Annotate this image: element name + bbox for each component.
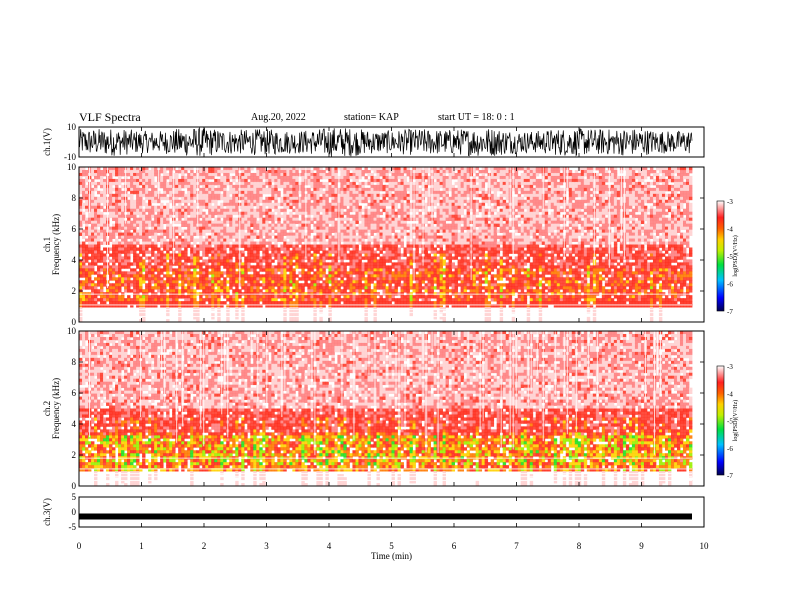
ch1-spectrogram-ylabel-frequency: Frequency (kHz): [51, 214, 61, 275]
ch1-waveform-ytick-1: -10: [64, 152, 76, 162]
ch3-waveform-ylabel: ch.3(V): [42, 498, 52, 526]
x-tick-0: 0: [77, 541, 82, 551]
ch2-spectrogram-colorbar: [716, 365, 725, 476]
station-label: station= KAP: [344, 112, 399, 123]
observation-date: Aug.20, 2022: [251, 112, 306, 123]
ch1-spectrogram-colorbar-tick-0: -3: [727, 198, 733, 206]
ch2-spectrogram-colorbar-tick-4: -7: [727, 472, 733, 480]
ch2-spectrogram-ylabel-channel: ch.2: [42, 401, 52, 416]
start-time-label: start UT = 18: 0 : 1: [438, 112, 515, 123]
ch2-spectrogram-colorbar-tick-3: -6: [727, 445, 733, 453]
ch1-spectrogram-ytick-5: 10: [67, 162, 77, 172]
ch1-spectrogram-colorbar-tick-2: -5: [727, 253, 733, 261]
ch1-waveform-ytick-0: 10: [67, 122, 77, 132]
ch3-waveform-frame: [78, 496, 705, 528]
x-tick-3: 3: [264, 541, 269, 551]
ch1-waveform-line: [78, 126, 693, 157]
ch2-spectrogram-ytick-1: 2: [72, 450, 77, 460]
x-tick-1: 1: [139, 541, 144, 551]
ch1-spectrogram-ytick-4: 8: [72, 193, 77, 203]
ch2-spectrogram-colorbar-label: log(PSD)(V²/Hz): [732, 400, 739, 441]
x-tick-6: 6: [452, 541, 457, 551]
ch1-spectrogram-ytick-3: 6: [72, 224, 77, 234]
x-axis-label: Time (min): [371, 551, 412, 561]
ch2-spectrogram-ytick-0: 0: [72, 481, 77, 491]
ch3-waveform-ytick-2: -5: [69, 522, 77, 532]
ch2-spectrogram-ytick-5: 10: [67, 326, 77, 336]
ch1-spectrogram-colorbar-tick-4: -7: [727, 308, 733, 316]
ch1-spectrogram-ytick-2: 4: [72, 255, 77, 265]
ch1-spectrogram-colorbar-tick-1: -4: [727, 226, 733, 234]
ch2-spectrogram-ylabel-frequency: Frequency (kHz): [51, 378, 61, 439]
ch1-spectrogram-ytick-1: 2: [72, 286, 77, 296]
ch2-spectrogram-colorbar-tick-2: -5: [727, 418, 733, 426]
ch2-spectrogram-ytick-4: 8: [72, 357, 77, 367]
ch1-waveform-ylabel: ch.1(V): [42, 128, 52, 156]
x-tick-9: 9: [639, 541, 644, 551]
ch1-spectrogram-ylabel-channel: ch.1: [42, 237, 52, 252]
ch2-spectrogram-panel: 0 2 4 6 8 10 ch.2 Frequency (kHz) -3 -4 -5 -6 -7 log(…: [42, 326, 739, 491]
ch3-waveform-ytick-1: 0: [72, 507, 77, 517]
x-tick-5: 5: [389, 541, 394, 551]
x-tick-8: 8: [577, 541, 582, 551]
x-tick-2: 2: [202, 541, 207, 551]
x-tick-4: 4: [327, 541, 332, 551]
ch1-spectrogram-colorbar: [716, 200, 725, 312]
ch1-spectrogram-panel: 0 2 4 6 8 10 ch.1 Frequency (kHz) -3 -4 -5 -6 -7 log(…: [42, 162, 739, 327]
ch3-waveform-line: [79, 513, 692, 520]
ch1-spectrogram-ytick-0: 0: [72, 317, 77, 327]
x-tick-10: 10: [700, 541, 710, 551]
x-tick-7: 7: [514, 541, 519, 551]
ch1-spectrogram-colorbar-label: log(PSD)(V²/Hz): [732, 235, 739, 276]
ch2-spectrogram-colorbar-tick-1: -4: [727, 390, 733, 398]
ch2-spectrogram-ytick-2: 4: [72, 419, 77, 429]
ch3-waveform-ytick-0: 5: [72, 492, 77, 502]
ch2-spectrogram-colorbar-tick-0: -3: [727, 363, 733, 371]
ch1-spectrogram-colorbar-tick-3: -6: [727, 281, 733, 289]
figure-title: VLF Spectra: [79, 110, 141, 124]
ch2-spectrogram-ytick-3: 6: [72, 388, 77, 398]
